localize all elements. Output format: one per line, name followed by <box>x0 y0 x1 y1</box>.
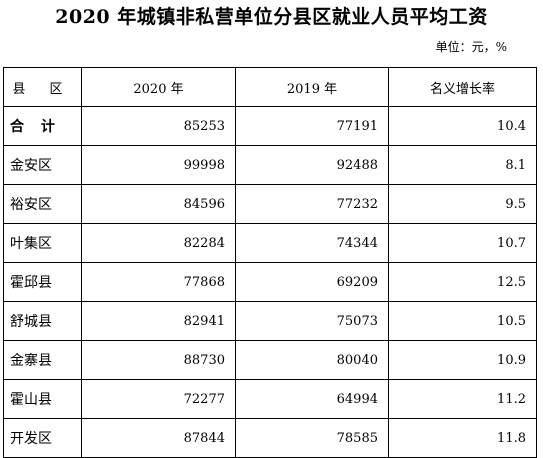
wage-2019-cell: 78585 <box>235 418 389 458</box>
wage-2020-cell: 82284 <box>81 223 236 263</box>
table-row: 霍山县 72277 64994 11.2 <box>3 379 537 419</box>
table-row: 裕安区 84596 77232 9.5 <box>3 184 537 224</box>
wage-2020-cell: 77868 <box>81 262 236 302</box>
wage-2019-cell: 77232 <box>235 184 389 224</box>
region-cell: 合 计 <box>3 106 82 146</box>
wage-2020-cell: 72277 <box>81 379 236 419</box>
region-cell: 金安区 <box>3 145 82 185</box>
growth-rate-cell: 10.5 <box>388 301 537 341</box>
region-cell: 叶集区 <box>3 223 82 263</box>
growth-rate-cell: 12.5 <box>388 262 537 302</box>
wage-2020-cell: 88730 <box>81 340 236 380</box>
table-row: 开发区 87844 78585 11.8 <box>3 418 537 458</box>
wage-2019-cell: 75073 <box>235 301 389 341</box>
table-row: 金安区 99998 92488 8.1 <box>3 145 537 185</box>
unit-label: 单位：元，% <box>435 40 507 54</box>
header-2020: 2020 年 <box>81 67 236 107</box>
region-cell: 开发区 <box>3 418 82 458</box>
table-row: 叶集区 82284 74344 10.7 <box>3 223 537 263</box>
wage-2019-cell: 92488 <box>235 145 389 185</box>
header-growth-rate: 名义增长率 <box>388 67 537 107</box>
region-cell: 金寨县 <box>3 340 82 380</box>
wage-table: 县 区 2020 年 2019 年 名义增长率 合 计 85253 77191 10.… <box>3 67 537 458</box>
wage-2020-cell: 87844 <box>81 418 236 458</box>
growth-rate-cell: 10.9 <box>388 340 537 380</box>
growth-rate-cell: 8.1 <box>388 145 537 185</box>
wage-2020-cell: 99998 <box>81 145 236 185</box>
wage-2019-cell: 74344 <box>235 223 389 263</box>
page-title: 2020 年城镇非私营单位分县区就业人员平均工资 <box>55 6 488 28</box>
region-cell: 裕安区 <box>3 184 82 224</box>
growth-rate-cell: 10.7 <box>388 223 537 263</box>
wage-2019-cell: 80040 <box>235 340 389 380</box>
table-row: 合 计 85253 77191 10.4 <box>3 106 537 146</box>
region-cell: 霍邱县 <box>3 262 82 302</box>
growth-rate-cell: 10.4 <box>388 106 537 146</box>
region-cell: 舒城县 <box>3 301 82 341</box>
header-2019: 2019 年 <box>235 67 389 107</box>
wage-2019-cell: 77191 <box>235 106 389 146</box>
wage-2019-cell: 69209 <box>235 262 389 302</box>
table-row: 舒城县 82941 75073 10.5 <box>3 301 537 341</box>
wage-2020-cell: 85253 <box>81 106 236 146</box>
header-region: 县 区 <box>3 67 82 107</box>
wage-2019-cell: 64994 <box>235 379 389 419</box>
wage-2020-cell: 82941 <box>81 301 236 341</box>
growth-rate-cell: 9.5 <box>388 184 537 224</box>
table-header-row: 县 区 2020 年 2019 年 名义增长率 <box>3 67 537 107</box>
region-cell: 霍山县 <box>3 379 82 419</box>
wage-2020-cell: 84596 <box>81 184 236 224</box>
growth-rate-cell: 11.2 <box>388 379 537 419</box>
table-row: 金寨县 88730 80040 10.9 <box>3 340 537 380</box>
growth-rate-cell: 11.8 <box>388 418 537 458</box>
table-row: 霍邱县 77868 69209 12.5 <box>3 262 537 302</box>
